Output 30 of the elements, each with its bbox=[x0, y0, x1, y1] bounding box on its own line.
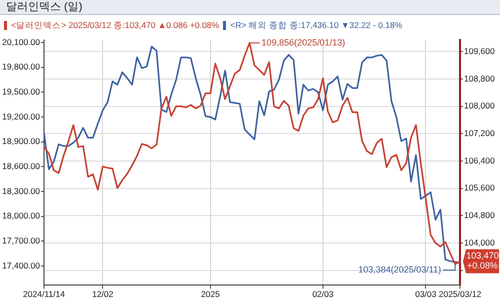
y2-tick-label: 107,200 bbox=[464, 128, 495, 138]
x-tick-label: 03/03 bbox=[415, 289, 437, 300]
y2-tick-label: 108,800 bbox=[464, 73, 495, 84]
y2-tick-label: 104,000 bbox=[464, 237, 495, 248]
y-tick-label: 17,700.00 bbox=[2, 236, 40, 246]
y2-tick-label: 104,800 bbox=[464, 210, 495, 220]
y-tick-label: 19,800.00 bbox=[2, 62, 40, 72]
y2-tick-label: 105,600 bbox=[464, 182, 495, 193]
y-tick-label: 17,400.00 bbox=[2, 260, 40, 270]
legend-label: <달러인덱스> 2025/03/12 종:103,470 ▲0.086 +0.08% bbox=[11, 20, 220, 30]
x-tick-label: 12/02 bbox=[92, 289, 114, 300]
y-tick-label: 19,500.00 bbox=[2, 86, 40, 97]
annotation: 103,384(2025/03/11) bbox=[358, 264, 442, 275]
y-tick-label: 20,100.00 bbox=[2, 36, 40, 47]
y-tick-label: 19,200.00 bbox=[2, 111, 40, 122]
y2-tick-label: 108,000 bbox=[464, 100, 495, 111]
legend-label: <R> 해외 종합 종:17,436.10 ▼32.22 - 0.18% bbox=[230, 20, 403, 30]
text: 103,470 +0.08% bbox=[466, 250, 499, 271]
y-tick-label: 18,000.00 bbox=[2, 210, 40, 221]
y2-tick-label: 109,600 bbox=[464, 46, 495, 56]
y-tick-label: 18,600.00 bbox=[2, 161, 40, 172]
y-tick-label: 18,300.00 bbox=[2, 186, 40, 196]
x-tick-label: 2025 bbox=[200, 289, 220, 300]
y-tick-label: 18,900.00 bbox=[2, 136, 40, 146]
x-tick-label: 2025/03/12 bbox=[438, 289, 482, 300]
annotation: 109,856(2025/01/13) bbox=[262, 37, 346, 48]
x-tick-label: 02/03 bbox=[312, 289, 334, 300]
chart-title: 달러인덱스 (일) bbox=[0, 0, 500, 15]
x-tick-label: 2024/11/14 bbox=[23, 289, 66, 300]
y2-tick-label: 106,400 bbox=[464, 155, 495, 166]
